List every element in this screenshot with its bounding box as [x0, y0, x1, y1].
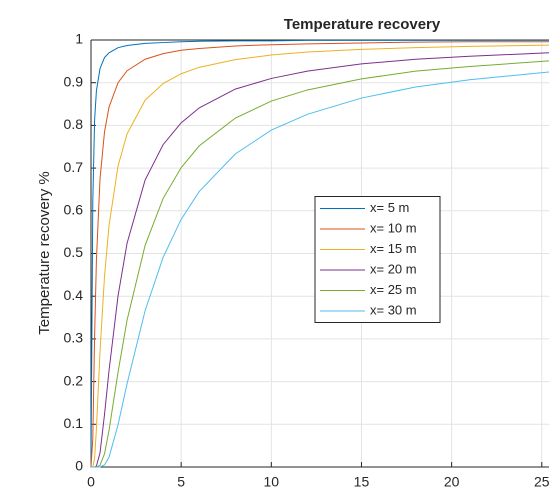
y-tick-label: 0.5 — [64, 244, 84, 260]
legend-label: x= 30 m — [370, 302, 417, 317]
y-tick-label: 0.7 — [64, 159, 84, 175]
y-tick-label: 0.2 — [64, 372, 84, 388]
x-tick-label: 0 — [87, 474, 95, 490]
x-tick-label: 20 — [444, 474, 460, 490]
y-tick-label: 0.1 — [64, 415, 84, 431]
legend-label: x= 20 m — [370, 261, 417, 276]
x-tick-label: 25 — [534, 474, 549, 490]
y-tick-label: 0.9 — [64, 73, 84, 89]
y-tick-label: 0 — [75, 458, 83, 474]
x-tick-label: 10 — [264, 474, 280, 490]
x-tick-label: 15 — [354, 474, 370, 490]
y-tick-label: 0.8 — [64, 116, 84, 132]
legend-label: x= 15 m — [370, 241, 417, 256]
legend-label: x= 10 m — [370, 220, 417, 235]
y-tick-label: 1 — [75, 31, 83, 47]
series-line — [91, 71, 549, 468]
series-line — [91, 52, 549, 468]
legend-label: x= 5 m — [370, 200, 409, 215]
x-tick-label: 5 — [177, 474, 185, 490]
series-line — [90, 41, 549, 468]
legend-label: x= 25 m — [370, 282, 417, 297]
series-line — [90, 39, 549, 468]
legend-box — [314, 196, 441, 323]
y-axis-label: Temperature recovery % — [36, 171, 53, 334]
series-line — [91, 44, 549, 468]
y-tick-label: 0.4 — [64, 287, 84, 303]
y-tick-label: 0.6 — [64, 202, 84, 218]
y-tick-label: 0.3 — [64, 330, 84, 346]
chart-title: Temperature recovery — [284, 16, 441, 33]
